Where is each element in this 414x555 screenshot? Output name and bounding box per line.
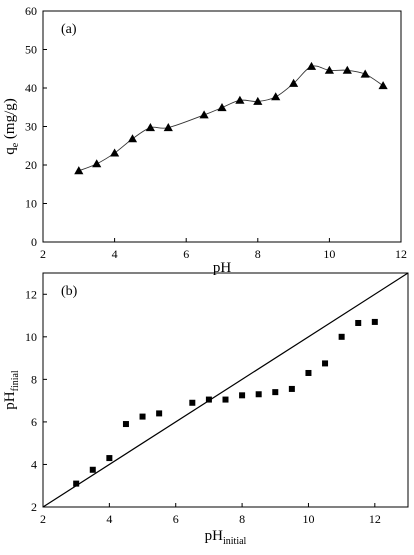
data-point-triangle	[92, 159, 102, 168]
y-axis-label: qe (mg/g)	[2, 98, 21, 155]
data-point-triangle	[235, 95, 245, 104]
x-axis-label-sub: initial	[223, 536, 247, 547]
x-tick-label: 2	[40, 512, 46, 526]
y-axis-label-sub: finial	[10, 370, 21, 391]
x-tick-label: 4	[106, 512, 112, 526]
data-point-square	[156, 410, 163, 417]
plot-frame	[42, 10, 402, 243]
panel-label: (b)	[61, 284, 78, 299]
x-tick-label: 8	[239, 512, 245, 526]
panel-a: 2 4 6 8 10 12 0 10 20 30 40 50 60 (a) pH qe (mg/g)	[2, 4, 407, 276]
data-point-square	[73, 480, 80, 487]
y-axis-label-main: q	[2, 147, 18, 155]
data-point-square	[106, 455, 113, 462]
x-axis-label: pHinitial	[205, 528, 247, 547]
y-tick-label: 10	[25, 197, 37, 211]
data-point-square	[189, 399, 196, 406]
y-axis-label-main: pH	[2, 391, 18, 410]
data-point-triangle	[306, 61, 317, 70]
y-axis-label-rest: (mg/g)	[2, 98, 18, 143]
data-point-square	[255, 391, 262, 398]
panel-label: (a)	[61, 22, 77, 37]
data-point-triangle	[378, 81, 388, 90]
data-point-square	[89, 466, 96, 473]
x-tick-label: 6	[173, 512, 179, 526]
data-point-square	[205, 396, 212, 403]
data-point-square	[122, 421, 129, 428]
reference-line	[42, 272, 409, 508]
data-point-triangle	[360, 69, 370, 78]
y-axis-label-sub: e	[10, 142, 21, 147]
data-point-square	[322, 360, 329, 367]
plot-frame	[42, 272, 409, 508]
data-point-triangle	[199, 110, 209, 119]
y-tick-label: 50	[25, 43, 37, 57]
y-tick-label: 20	[25, 158, 37, 172]
data-point-triangle	[163, 123, 173, 132]
data-point-triangle	[74, 166, 84, 175]
y-tick-label: 40	[25, 81, 37, 95]
data-point-triangle	[253, 96, 263, 105]
y-tick-label: 12	[25, 287, 37, 301]
data-point-triangle	[289, 78, 299, 87]
data-point-triangle	[145, 123, 155, 132]
y-tick-label: 0	[31, 235, 37, 249]
data-point-triangle	[342, 65, 352, 74]
data-point-square	[288, 385, 295, 392]
x-tick-label: 12	[369, 512, 381, 526]
data-point-square	[305, 369, 312, 376]
x-tick-label: 2	[40, 247, 46, 261]
x-tick-label: 10	[302, 512, 314, 526]
y-tick-label: 30	[25, 120, 37, 134]
x-tick-label: 12	[395, 247, 407, 261]
data-point-triangle	[217, 103, 227, 112]
x-tick-label: 10	[323, 247, 335, 261]
data-point-square	[272, 389, 279, 396]
y-tick-label: 8	[31, 372, 37, 386]
data-point-square	[139, 413, 146, 420]
data-point-triangle	[127, 134, 138, 143]
x-tick-label: 8	[255, 247, 261, 261]
data-point-square	[239, 392, 246, 399]
x-tick-label: 6	[183, 247, 189, 261]
data-point-triangle	[110, 148, 120, 157]
data-point-triangle	[271, 92, 281, 101]
y-tick-label: 10	[25, 330, 37, 344]
data-point-square	[338, 333, 345, 340]
data-point-square	[222, 396, 229, 403]
y-axis-label: pHfinial	[2, 370, 21, 410]
x-tick-label: 4	[112, 247, 118, 261]
y-tick-label: 60	[25, 4, 37, 18]
x-axis-label: pH	[213, 260, 232, 276]
y-tick-label: 6	[31, 415, 37, 429]
y-tick-label: 4	[31, 457, 37, 471]
data-point-square	[371, 318, 378, 325]
data-point-triangle	[324, 65, 334, 74]
x-axis-label-main: pH	[205, 528, 224, 544]
data-point-square	[355, 319, 362, 326]
y-tick-label: 2	[31, 500, 37, 514]
series-line	[78, 65, 384, 172]
